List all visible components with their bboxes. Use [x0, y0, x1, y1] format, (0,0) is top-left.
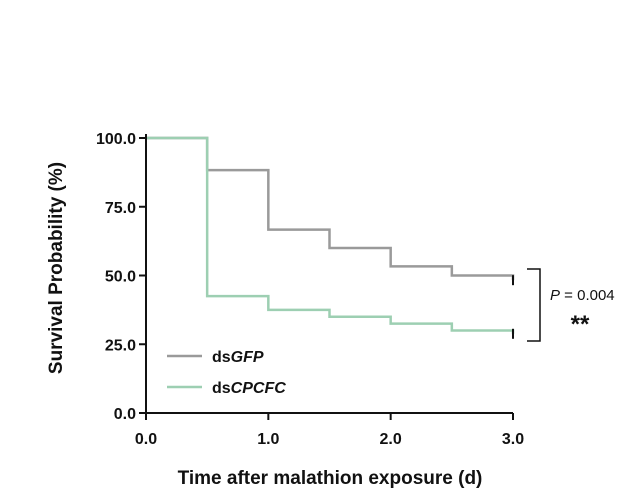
- significance-stars: **: [571, 311, 590, 338]
- y-tick-label: 0.0: [114, 406, 136, 423]
- p-label: P: [550, 287, 560, 304]
- x-tick-label: 3.0: [502, 431, 524, 448]
- legend: dsGFP dsCPCFC: [167, 349, 286, 397]
- legend-label-dscpcfc: dsCPCFC: [212, 380, 286, 397]
- survival-curve-dscpcfc: [146, 136, 515, 334]
- y-tick-label: 50.0: [105, 269, 136, 286]
- x-tick-label: 0.0: [135, 431, 157, 448]
- series-layer: [146, 136, 515, 339]
- legend-prefix-dscpcfc: ds: [212, 380, 231, 397]
- significance-bracket: P = 0.004 **: [527, 268, 615, 342]
- x-tick-label: 1.0: [257, 431, 279, 448]
- legend-gene-dsgfp: GFP: [231, 349, 264, 366]
- x-tick-label: 2.0: [380, 431, 402, 448]
- survival-curve-dsgfp: [146, 136, 515, 281]
- legend-label-dsgfp: dsGFP: [212, 349, 264, 366]
- x-ticks: 0.0 1.0 2.0 3.0: [135, 413, 524, 448]
- y-ticks: 0.0 25.0 50.0 75.0 100.0: [96, 131, 146, 423]
- bracket-line: [527, 268, 541, 342]
- x-axis-title: Time after malathion exposure (d): [178, 468, 483, 489]
- y-tick-label: 25.0: [105, 337, 136, 354]
- y-tick-label: 75.0: [105, 200, 136, 217]
- y-tick-label: 100.0: [96, 131, 136, 148]
- p-value-text: P = 0.004: [550, 287, 615, 304]
- legend-prefix-dsgfp: ds: [212, 349, 231, 366]
- legend-gene-dscpcfc: CPCFC: [231, 380, 287, 397]
- p-value: = 0.004: [560, 287, 615, 304]
- y-axis-title: Survival Probability (%): [46, 162, 67, 374]
